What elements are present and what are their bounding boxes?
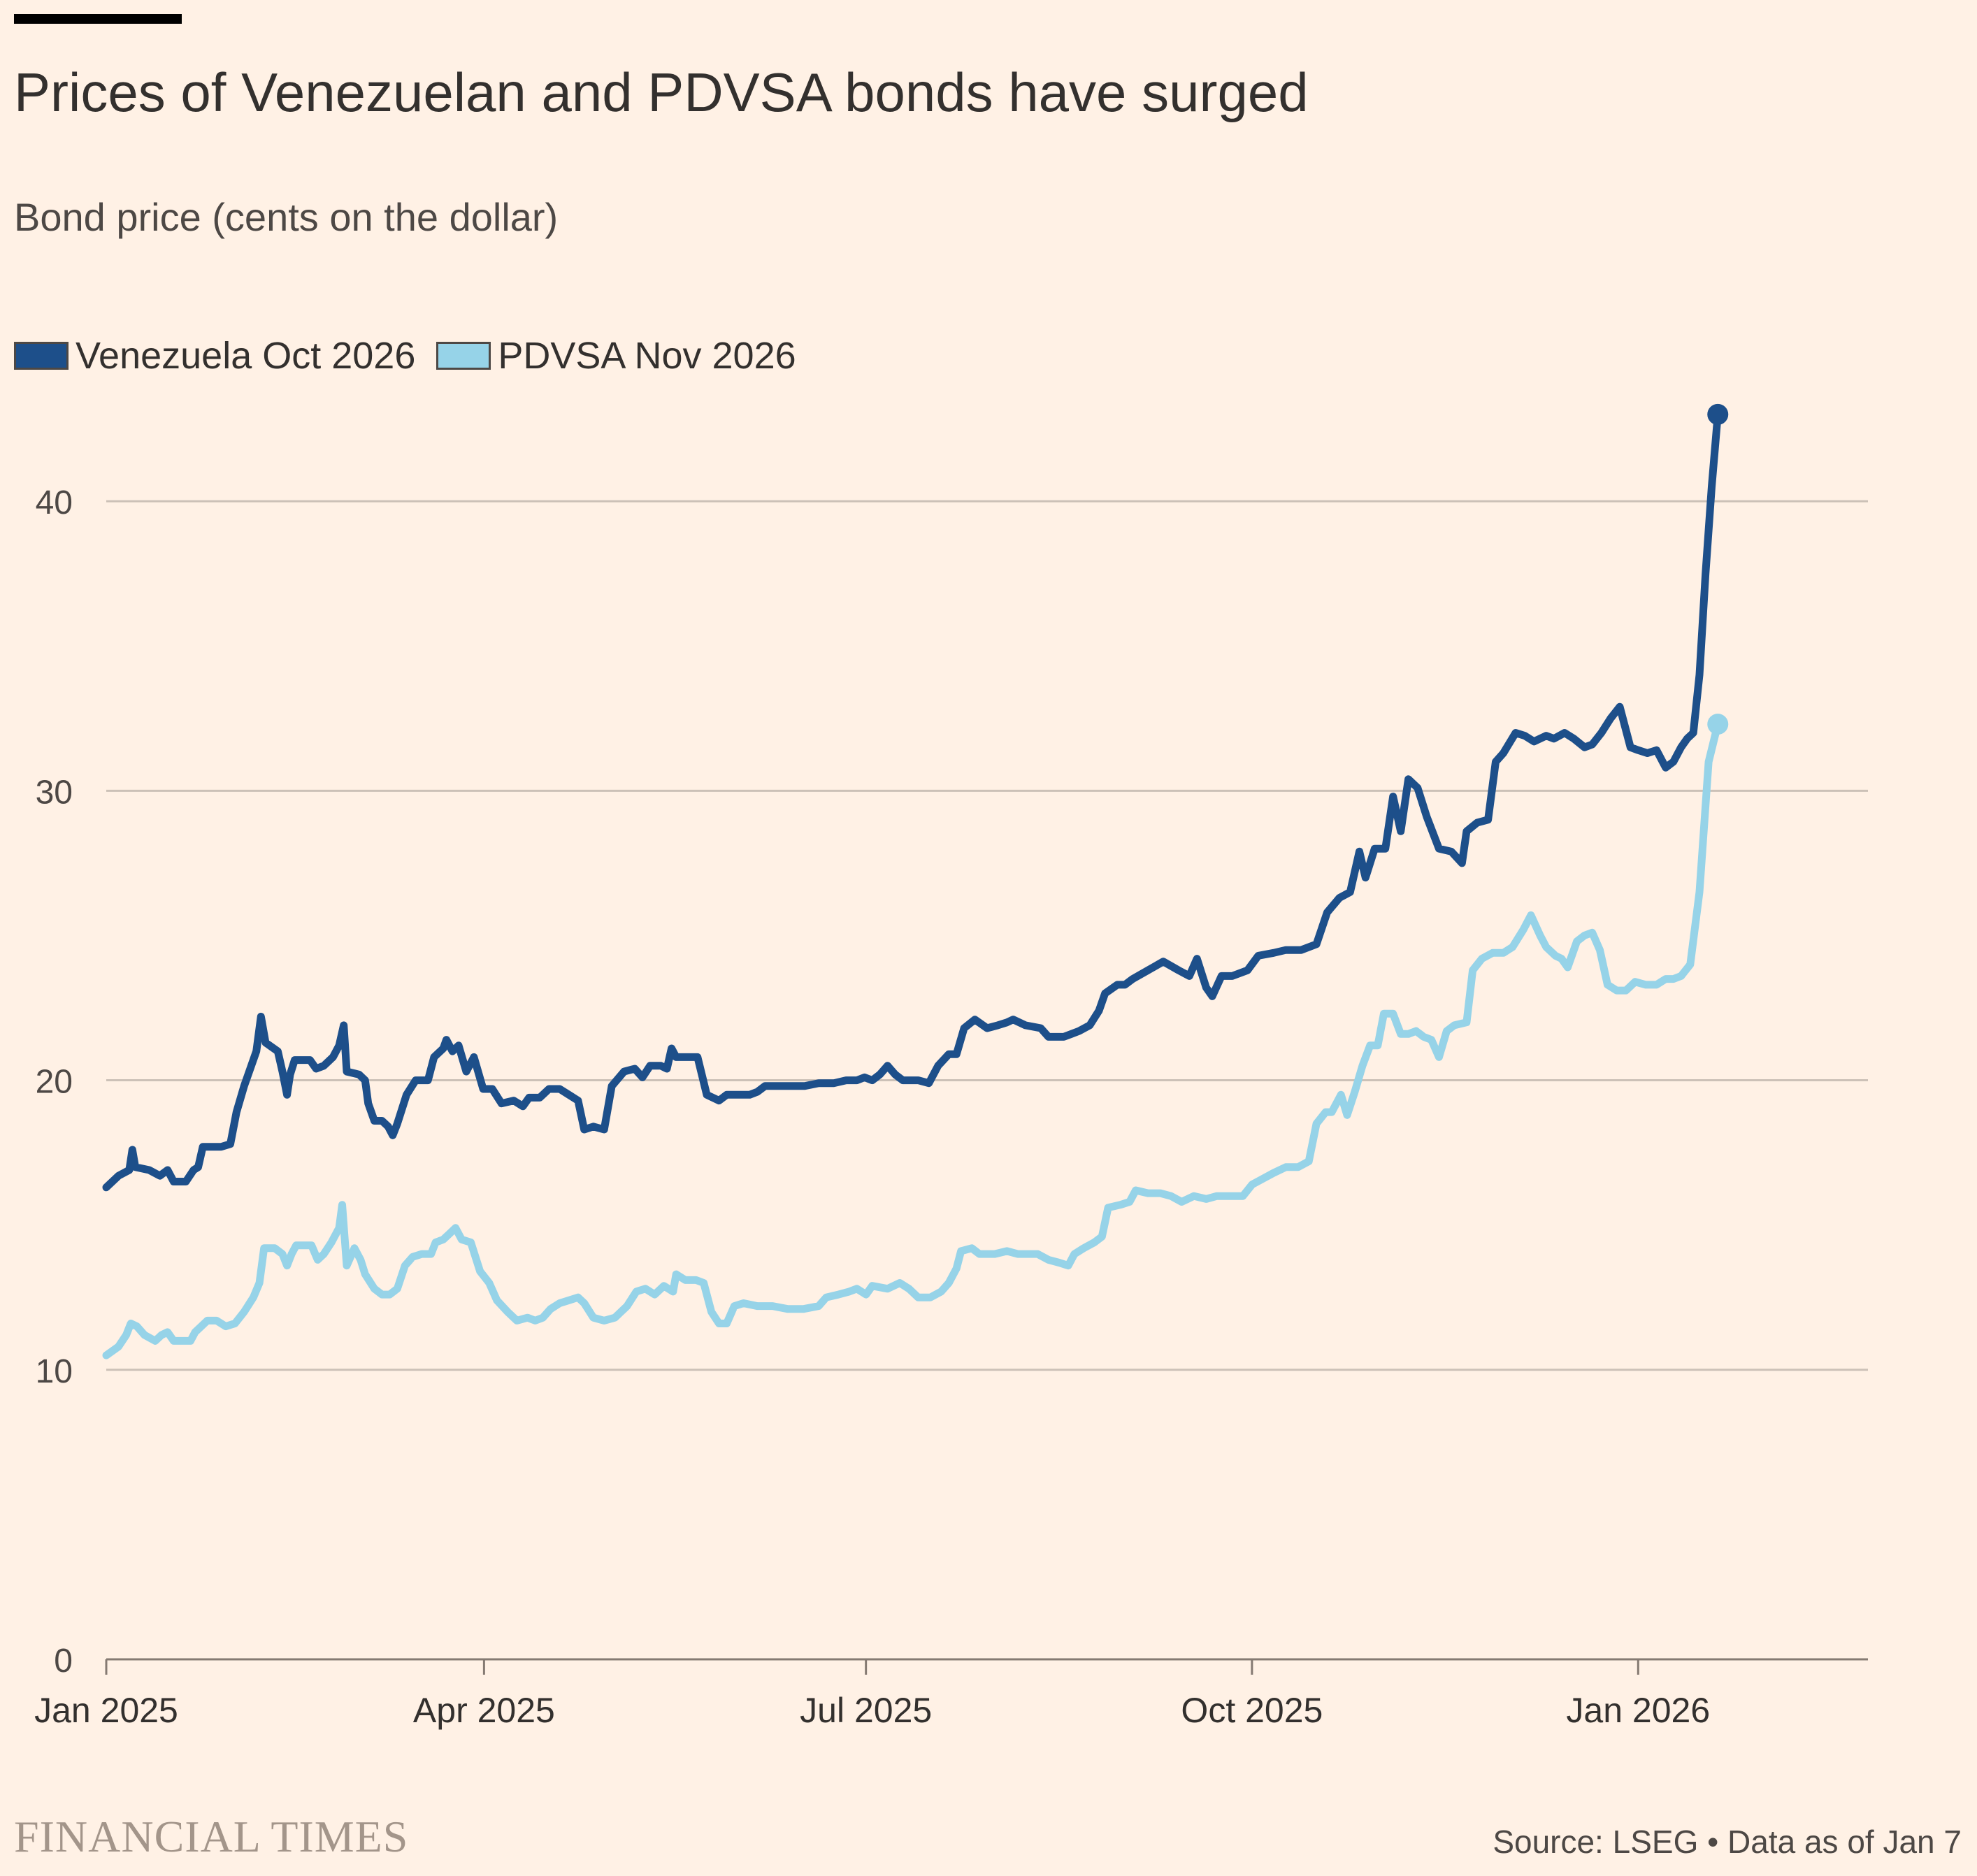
legend-swatch-venezuela [14,342,69,370]
series-line-pdvsa [102,720,1722,1359]
series-end-marker-venezuela [1707,403,1729,425]
chart-subtitle: Bond price (cents on the dollar) [14,195,559,239]
x-tick-label-2: Jul 2025 [800,1691,932,1730]
financial-times-logo: FINANCIAL TIMES [14,1812,409,1861]
x-tick-label-0: Jan 2025 [34,1691,178,1730]
chart-legend: Venezuela Oct 2026 PDVSA Nov 2026 [14,331,817,380]
x-tick-label-1: Apr 2025 [413,1691,555,1730]
gridlines [106,500,1868,1371]
legend-item-pdvsa: PDVSA Nov 2026 [436,334,796,377]
series-lines [102,403,1729,1359]
x-axis-labels: Jan 2025 Apr 2025 Jul 2025 Oct 2025 Jan 2026 [34,1691,1710,1730]
y-tick-label-0: 0 [54,1643,73,1680]
series-line-venezuela [102,410,1722,1192]
y-tick-label-20: 20 [36,1064,73,1101]
x-tick-label-4: Jan 2026 [1566,1691,1710,1730]
y-tick-label-10: 10 [36,1353,73,1390]
series-end-marker-pdvsa [1707,714,1729,735]
y-axis-labels: 0 10 20 30 40 [36,484,73,1680]
chart-title: Prices of Venezuelan and PDVSA bonds hav… [14,62,1309,123]
legend-item-venezuela: Venezuela Oct 2026 [14,334,415,377]
legend-swatch-pdvsa [436,342,491,370]
source-note: Source: LSEG • Data as of Jan 7 [1493,1824,1962,1860]
x-tick-label-3: Oct 2025 [1181,1691,1323,1730]
brand-top-bar [14,14,182,24]
x-axis [105,1658,1868,1675]
y-tick-label-40: 40 [36,484,73,521]
legend-label-venezuela: Venezuela Oct 2026 [76,335,416,377]
y-tick-label-30: 30 [36,774,73,811]
legend-label-pdvsa: PDVSA Nov 2026 [498,335,796,377]
